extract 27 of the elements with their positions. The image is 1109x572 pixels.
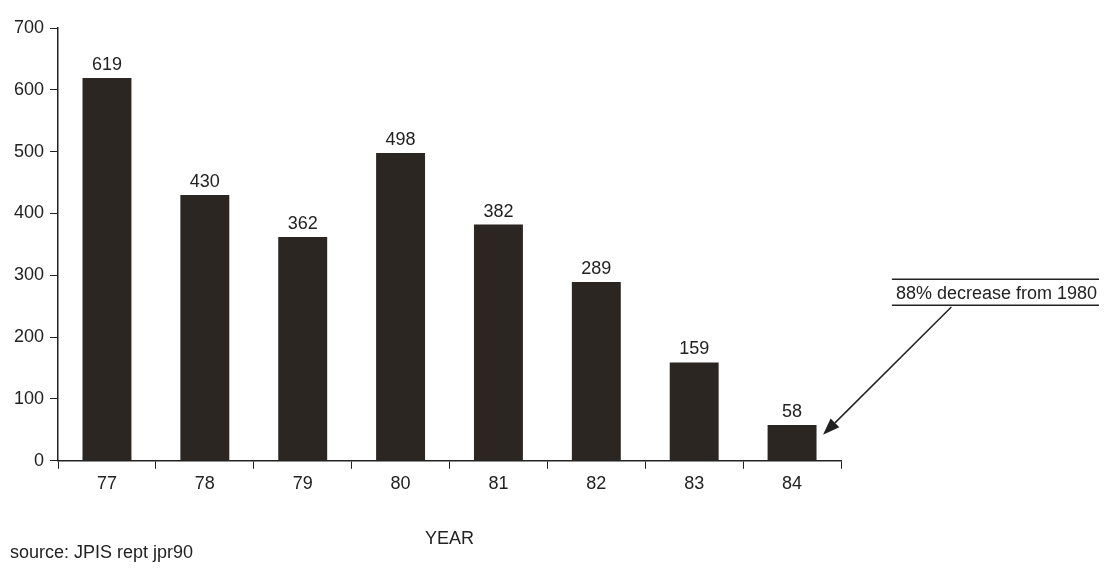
x-tick-label: 79 <box>292 472 313 493</box>
y-tick-label: 700 <box>13 16 45 37</box>
data-label: 430 <box>189 170 220 191</box>
y-tick-label: 400 <box>13 202 45 223</box>
source-note: source: JPIS rept jpr90 <box>10 542 194 562</box>
x-tick-label: 78 <box>194 472 215 493</box>
data-label: 58 <box>782 400 803 421</box>
y-tick-label: 100 <box>13 387 45 408</box>
x-axis-title: YEAR <box>425 528 475 549</box>
y-tick-label: 500 <box>13 140 45 161</box>
x-tick-label: 83 <box>684 472 705 493</box>
data-label: 289 <box>581 258 612 279</box>
data-label: 498 <box>385 128 416 149</box>
data-label: 619 <box>91 54 122 75</box>
y-tick-label: 0 <box>34 449 45 470</box>
x-tick-label: 84 <box>782 472 803 493</box>
x-tick-label: 81 <box>488 472 509 493</box>
data-label: 159 <box>679 338 710 359</box>
y-tick-label: 600 <box>13 78 45 99</box>
data-label: 362 <box>287 212 318 233</box>
text: 88% decrease from 1980 <box>895 283 1097 304</box>
x-tick-label: 80 <box>390 472 411 493</box>
data-label: 382 <box>483 200 514 221</box>
x-tick-label: 77 <box>96 472 117 493</box>
y-tick-label: 200 <box>13 326 45 347</box>
y-tick-label: 300 <box>13 264 45 285</box>
x-tick-label: 82 <box>586 472 607 493</box>
